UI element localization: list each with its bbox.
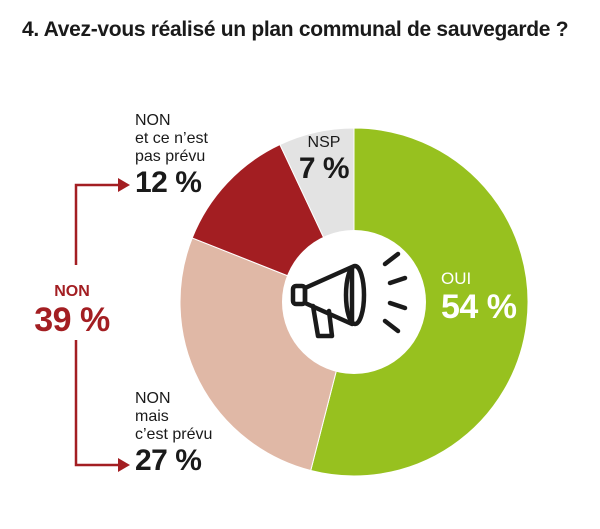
- non-prevu-pct: 27 %: [135, 443, 202, 477]
- non-total-name: NON: [54, 283, 90, 300]
- megaphone-icon: [290, 251, 408, 339]
- non-pas-prevu-line3: pas prévu: [135, 147, 206, 165]
- oui-name: OUI: [441, 269, 472, 288]
- oui-label: OUI 54 %: [441, 269, 517, 326]
- non-pas-prevu-pct: 12 %: [135, 165, 202, 199]
- non-bracket: [74, 183, 118, 467]
- nsp-pct: 7 %: [298, 151, 350, 185]
- arrow-head-top: [118, 178, 130, 192]
- non-total-pct: 39 %: [34, 300, 110, 339]
- non-pas-prevu-label: NON et ce n’est pas prévu 12 %: [135, 112, 208, 199]
- chart-title: 4. Avez-vous réalisé un plan communal de…: [22, 18, 569, 41]
- oui-pct: 54 %: [441, 288, 517, 327]
- nsp-name: NSP: [307, 134, 341, 151]
- non-prevu-line3: c’est prévu: [135, 425, 213, 443]
- non-prevu-label: NON mais c’est prévu 27 %: [135, 390, 212, 477]
- arrow-head-bottom: [118, 458, 130, 472]
- non-prevu-line1: NON: [135, 390, 171, 407]
- non-pas-prevu-line1: NON: [135, 112, 171, 129]
- non-pas-prevu-line2: et ce n’est: [135, 129, 208, 147]
- nsp-label: NSP 7 %: [296, 134, 352, 186]
- non-prevu-line2: mais: [135, 407, 169, 425]
- non-total-label: NON 39 %: [26, 283, 118, 339]
